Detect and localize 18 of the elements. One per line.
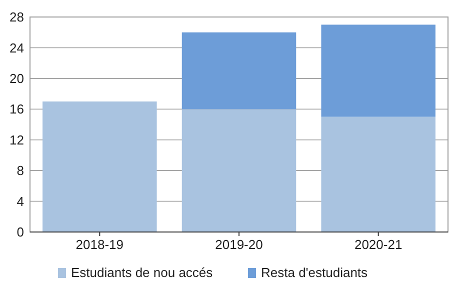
y-tick-label: 8 (16, 163, 24, 178)
y-tick-label: 20 (10, 70, 24, 86)
y-tick-label: 0 (16, 224, 24, 240)
legend-label: Estudiants de nou accés (71, 265, 214, 280)
x-tick-label: 2018-19 (76, 237, 124, 252)
bar (182, 109, 296, 232)
y-tick-label: 4 (16, 194, 24, 209)
bar (182, 32, 296, 110)
bar (321, 116, 436, 232)
x-tick-label: 2020-21 (354, 237, 402, 252)
y-tick-label: 28 (10, 10, 24, 25)
bar (42, 101, 157, 232)
legend-label: Resta d'estudiants (261, 265, 368, 280)
bar (321, 24, 436, 117)
x-tick-label: 2019-20 (215, 237, 263, 252)
y-tick-label: 24 (10, 40, 24, 56)
y-tick-label: 12 (10, 132, 24, 148)
y-tick-label: 16 (10, 102, 24, 117)
